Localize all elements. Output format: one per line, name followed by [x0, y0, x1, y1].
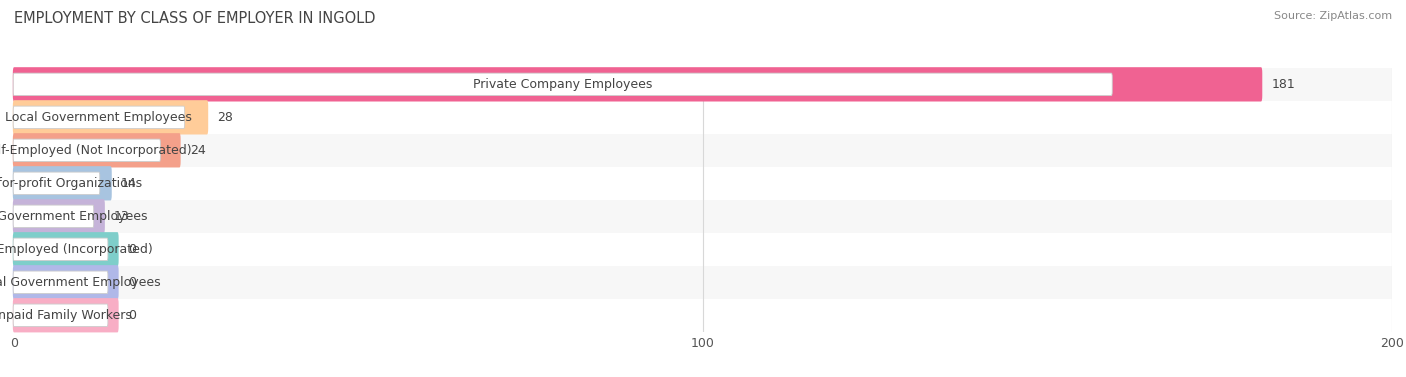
FancyBboxPatch shape — [13, 304, 108, 326]
FancyBboxPatch shape — [13, 271, 108, 294]
FancyBboxPatch shape — [13, 205, 94, 228]
Text: Federal Government Employees: Federal Government Employees — [0, 276, 160, 289]
FancyBboxPatch shape — [13, 73, 1112, 96]
FancyBboxPatch shape — [13, 133, 180, 167]
FancyBboxPatch shape — [13, 238, 108, 261]
Bar — [14, 266, 1392, 299]
Bar — [14, 134, 1392, 167]
Text: EMPLOYMENT BY CLASS OF EMPLOYER IN INGOLD: EMPLOYMENT BY CLASS OF EMPLOYER IN INGOL… — [14, 11, 375, 26]
Bar — [14, 101, 1392, 134]
Text: 0: 0 — [128, 243, 136, 256]
Text: Private Company Employees: Private Company Employees — [472, 78, 652, 91]
Bar — [14, 68, 1392, 101]
FancyBboxPatch shape — [13, 139, 160, 162]
Text: 28: 28 — [218, 111, 233, 124]
Text: 24: 24 — [190, 144, 205, 157]
Text: 14: 14 — [121, 177, 136, 190]
FancyBboxPatch shape — [13, 106, 184, 129]
FancyBboxPatch shape — [13, 298, 118, 333]
Bar — [14, 167, 1392, 200]
Text: 181: 181 — [1271, 78, 1295, 91]
FancyBboxPatch shape — [13, 166, 111, 201]
Bar — [14, 299, 1392, 332]
Bar — [14, 200, 1392, 233]
Text: 0: 0 — [128, 309, 136, 322]
Text: Not-for-profit Organizations: Not-for-profit Organizations — [0, 177, 142, 190]
Text: Self-Employed (Incorporated): Self-Employed (Incorporated) — [0, 243, 152, 256]
Text: Self-Employed (Not Incorporated): Self-Employed (Not Incorporated) — [0, 144, 191, 157]
Bar — [14, 233, 1392, 266]
Text: Local Government Employees: Local Government Employees — [6, 111, 193, 124]
FancyBboxPatch shape — [13, 232, 118, 267]
Text: 0: 0 — [128, 276, 136, 289]
FancyBboxPatch shape — [13, 172, 100, 195]
Text: State Government Employees: State Government Employees — [0, 210, 148, 223]
Text: 13: 13 — [114, 210, 129, 223]
Text: Source: ZipAtlas.com: Source: ZipAtlas.com — [1274, 11, 1392, 21]
FancyBboxPatch shape — [13, 199, 105, 233]
FancyBboxPatch shape — [13, 67, 1263, 101]
FancyBboxPatch shape — [13, 265, 118, 299]
FancyBboxPatch shape — [13, 100, 208, 135]
Text: Unpaid Family Workers: Unpaid Family Workers — [0, 309, 132, 322]
